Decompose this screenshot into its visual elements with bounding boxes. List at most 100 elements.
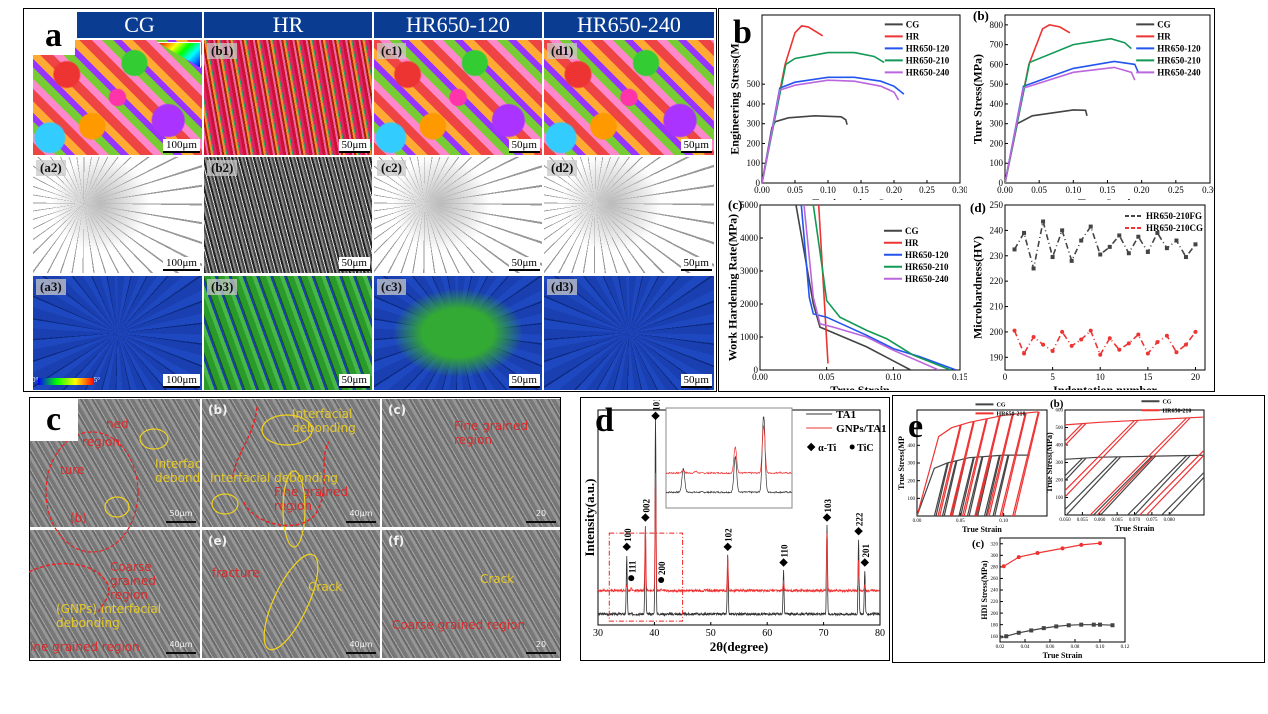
y-tick-label: 500: [990, 79, 1004, 89]
x-tick-label: 15: [1143, 372, 1153, 382]
unload-line: [1012, 411, 1039, 516]
scale-bar: 50μm: [338, 257, 370, 271]
series-line: [762, 25, 824, 183]
micrograph-tile: (b2) 50μm: [204, 157, 372, 273]
y-tick-label: 260: [991, 577, 999, 582]
chart-eng: 0.00 0.05 0.10 0.15 0.20 0.25 0.30 0 100 200 300 40…: [728, 14, 967, 200]
debonding-marker: [211, 493, 239, 515]
kam-min: 0°: [32, 376, 39, 384]
y-axis-label: Microhardness(HV): [971, 236, 985, 339]
data-point: [1183, 342, 1188, 347]
y-tick-label: 280: [991, 566, 999, 571]
legend-label: HR650-210FG: [1146, 211, 1202, 221]
data-point: [1029, 628, 1034, 633]
annotation: Coarse grained region: [392, 618, 526, 632]
chart-whr: 0.00 0.05 0.10 0.15 0 1000 2000 3000 4000 5000 Tru…: [726, 200, 967, 390]
x-tick-label: 0.075: [1146, 518, 1158, 523]
peak-label: 100: [623, 528, 633, 542]
panel-a-label-box: a: [33, 15, 75, 55]
chart-true: 0.00 0.05 0.10 0.15 0.20 0.25 0.30 0 100 200 300 40…: [971, 14, 1215, 200]
reload-line: [1134, 455, 1191, 515]
unload-line: [1089, 417, 1188, 515]
legend-alpha-ti-icon: [806, 442, 816, 452]
x-tick-label: 0.04: [1021, 645, 1030, 650]
chart-xrd: 30 40 50 60 70 80 2θ(degree) Intensity(a.u.) 100…: [582, 400, 887, 654]
sem-tile: (c) 20 Fine grained region: [382, 399, 560, 527]
y-axis-label: True Stress(MPa): [1045, 432, 1054, 493]
y-tick-label: 190: [990, 352, 1004, 362]
x-tick-label: 0.05: [819, 372, 835, 382]
data-point: [1031, 335, 1036, 339]
alpha-ti-marker: [854, 526, 863, 536]
data-point: [1050, 255, 1055, 260]
data-point: [1069, 258, 1074, 263]
column-header: HR: [204, 12, 372, 38]
y-tick-label: 200: [1056, 479, 1064, 484]
x-tick-label: 30: [593, 628, 603, 639]
scale-bar: 50μm: [166, 507, 196, 523]
panel-a-label: a: [45, 17, 62, 54]
data-point: [1155, 230, 1160, 235]
x-axis-label: True Strain: [1078, 196, 1138, 200]
debonding-marker: [139, 428, 169, 450]
scale-bar: 40μm: [346, 507, 376, 523]
y-tick-label: 240: [991, 589, 999, 594]
legend-label: HR650-210: [997, 411, 1026, 417]
x-tick-label: 0.080: [1164, 518, 1176, 523]
y-tick-label: 400: [747, 99, 761, 109]
xrd-trace-GNPs/TA1: [598, 472, 880, 594]
micrograph-tile: 100μm: [33, 40, 202, 155]
series-line: [1005, 60, 1140, 183]
tile-tag: (a2): [36, 160, 66, 176]
micrograph-tile: (c3) 50μm: [374, 276, 542, 390]
chart-hdi: 0.02 0.04 0.06 0.08 0.10 0.12 160 180 200 220 240 2…: [980, 537, 1130, 660]
micrograph-tile: (c2) 50μm: [374, 157, 542, 273]
legend-label: TA1: [836, 409, 856, 421]
data-point: [1164, 333, 1169, 338]
data-point: [1031, 266, 1036, 271]
x-tick-label: 0.055: [1077, 518, 1089, 523]
x-axis-label: 2θ(degree): [710, 639, 769, 654]
x-axis-label: True Strain: [1115, 524, 1155, 533]
annotation: ture: [60, 463, 85, 477]
data-point: [1117, 233, 1122, 238]
x-tick-label: 0.05: [787, 185, 803, 195]
legend-label: HR650-240: [905, 274, 949, 284]
data-point: [1155, 340, 1160, 345]
legend-label: HR650-210: [905, 262, 949, 272]
x-tick-label: 0: [1003, 372, 1008, 382]
x-tick-label: 0.10: [1096, 645, 1105, 650]
chart-lulzoom: 0.050 0.055 0.060 0.065 0.070 0.075 0.080 100 20…: [1045, 399, 1205, 533]
data-point: [1035, 551, 1040, 556]
x-tick-label: 0.08: [1071, 645, 1080, 650]
annotation: Interfacial debonding: [292, 407, 356, 435]
tile-tag: (f): [388, 534, 405, 548]
tic-marker: [628, 575, 635, 582]
x-tick-label: 0.30: [952, 185, 967, 195]
panel-d-label: d: [595, 402, 614, 439]
y-tick-label: 230: [990, 251, 1004, 261]
x-tick-label: 0.20: [1134, 185, 1150, 195]
tile-tag: (b1): [207, 43, 238, 59]
tile-tag: (c3): [377, 279, 406, 295]
x-tick-label: 0.070: [1129, 518, 1141, 523]
data-point: [1016, 555, 1021, 560]
y-tick-label: 320: [991, 542, 999, 547]
subplot-label-e-c: (c): [972, 538, 985, 550]
unload-line: [1065, 456, 1118, 511]
scale-bar: 20: [526, 638, 556, 654]
x-axis-label: True Strain: [830, 383, 890, 390]
annotation: Fine grained region: [454, 419, 529, 447]
data-point: [1136, 234, 1141, 239]
data-point: [1193, 329, 1198, 334]
series-line: [762, 114, 848, 183]
series-group: [917, 411, 1040, 516]
reload-line: [963, 418, 988, 516]
x-tick-label: 0.15: [952, 372, 967, 382]
reload-line: [1065, 457, 1087, 482]
data-point: [1164, 246, 1169, 251]
reload-line: [960, 457, 975, 516]
reload-line: [951, 421, 975, 516]
tile-tag: (c2): [377, 160, 406, 176]
region-outline: [45, 431, 139, 553]
